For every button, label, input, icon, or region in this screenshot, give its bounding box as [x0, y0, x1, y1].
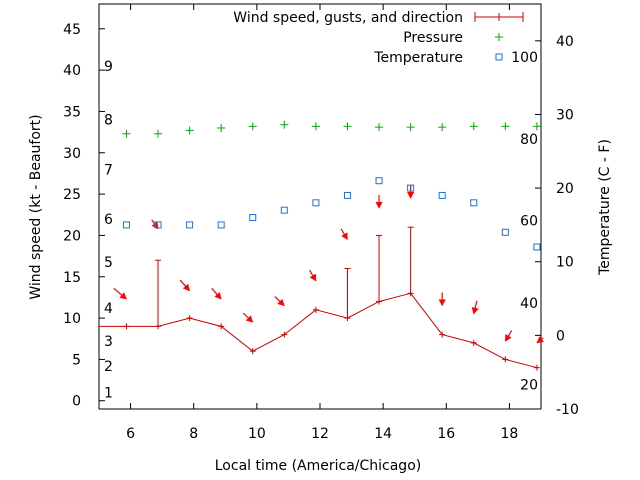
beaufort-label: 8: [104, 113, 113, 129]
legend-label-wind: Wind speed, gusts, and direction: [233, 10, 463, 26]
wind-direction-arrow: [113, 287, 127, 300]
temperature-point: [375, 177, 383, 185]
wind-direction-head: [505, 334, 512, 342]
wind-direction-arrow: [438, 292, 446, 307]
legend-symbol-temperature: [495, 53, 503, 61]
wind-direction-head: [119, 292, 127, 300]
x-tick-label: 14: [374, 426, 392, 442]
y2-tick-label: 0: [556, 328, 565, 344]
x-axis-label: Local time (America/Chicago): [215, 458, 421, 474]
wind-direction-arrow: [471, 300, 479, 315]
x-tick-label: 10: [248, 426, 266, 442]
beaufort-label: 4: [104, 301, 113, 317]
y-tick-label: 20: [63, 228, 81, 244]
wind-direction-head: [214, 291, 222, 300]
temperature-point: [249, 214, 257, 222]
wind-direction-head: [309, 273, 317, 282]
temperature-point: [280, 206, 288, 214]
wind-direction-arrow: [504, 330, 513, 342]
y2-tick-label: 40: [556, 34, 574, 50]
y-tick-label: 45: [63, 22, 81, 38]
temperature-point: [312, 199, 320, 207]
temperature-point: [217, 221, 225, 229]
beaufort-label: 1: [104, 385, 113, 401]
x-tick-label: 18: [501, 426, 519, 442]
beaufort-label: 6: [104, 212, 113, 228]
y-tick-label: 5: [72, 352, 81, 368]
temperature-point: [154, 221, 162, 229]
wind-direction-arrow: [211, 287, 222, 300]
y-tick-label: 30: [63, 146, 81, 162]
x-tick-label: 8: [189, 426, 198, 442]
y-tick-label: 35: [63, 104, 81, 120]
wind-direction-arrow: [340, 228, 348, 241]
beaufort-label: 5: [104, 255, 113, 271]
y-tick-label: 15: [63, 270, 81, 286]
wind-direction-head: [341, 232, 348, 241]
fahrenheit-label: 60: [520, 213, 538, 229]
wind-direction-head: [406, 191, 415, 199]
wind-direction-arrow: [375, 194, 383, 209]
wind-direction-arrow: [536, 336, 545, 344]
legend-symbol-pressure: [495, 33, 503, 41]
wind-speed-line: [99, 292, 538, 369]
y2-tick-label: 20: [556, 181, 574, 197]
beaufort-label: 2: [104, 359, 113, 375]
wind-direction-arrow: [309, 269, 317, 282]
x-tick-label: 16: [437, 426, 455, 442]
temperature-point: [343, 191, 351, 199]
y-tick-label: 25: [63, 187, 81, 203]
y2-axis-label: Temperature (C - F): [597, 139, 613, 276]
y-tick-label: 10: [63, 311, 81, 327]
x-tick-label: 12: [311, 426, 329, 442]
fahrenheit-label: 100: [511, 50, 538, 66]
temperature-point: [122, 221, 130, 229]
wind-direction-head: [471, 307, 479, 315]
fahrenheit-label: 40: [520, 296, 538, 312]
x-tick-label: 6: [126, 426, 135, 442]
wind-direction-arrow: [179, 279, 191, 292]
temperature-point: [186, 221, 194, 229]
wind-direction-arrow: [406, 185, 415, 199]
temperature-point: [438, 191, 446, 199]
wind-direction-head: [245, 315, 254, 323]
beaufort-label: 3: [104, 334, 113, 350]
wind-direction-head: [375, 201, 383, 209]
wind-direction-arrow: [242, 312, 254, 323]
wind-direction-head: [277, 298, 285, 307]
legend: Wind speed, gusts, and direction Pressur…: [233, 10, 524, 66]
plot-frame: [98, 3, 542, 410]
beaufort-label: 7: [104, 162, 113, 178]
legend-symbol-wind: [474, 12, 524, 22]
temperature-point: [470, 199, 478, 207]
y-tick-label: 40: [63, 63, 81, 79]
beaufort-label: 9: [104, 59, 113, 75]
y-axis-label: Wind speed (kt - Beaufort): [28, 114, 44, 299]
temperature-point: [533, 243, 541, 251]
fahrenheit-label: 20: [520, 378, 538, 394]
wind-direction-arrow: [274, 296, 285, 307]
y-tick-label: 0: [72, 394, 81, 410]
temperature-point: [407, 184, 415, 192]
legend-label-pressure: Pressure: [403, 30, 463, 46]
temperature-point: [501, 228, 509, 236]
wind-direction-head: [438, 299, 446, 307]
y2-tick-label: 30: [556, 107, 574, 123]
wind-direction-head: [182, 283, 190, 292]
wind-direction-head: [536, 336, 545, 344]
fahrenheit-label: 80: [520, 132, 538, 148]
legend-label-temperature: Temperature: [373, 50, 463, 66]
y2-tick-label: -10: [556, 402, 579, 418]
y2-tick-label: 10: [556, 255, 574, 271]
